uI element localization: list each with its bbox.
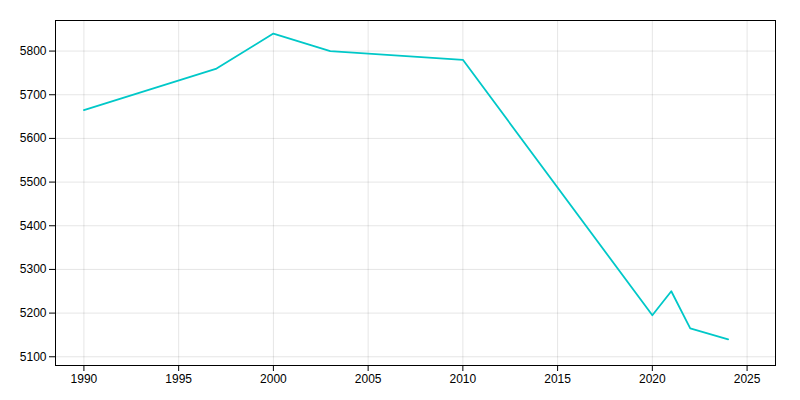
svg-text:5500: 5500 [20, 175, 47, 189]
svg-text:5600: 5600 [20, 131, 47, 145]
svg-text:2015: 2015 [544, 372, 571, 386]
svg-text:1995: 1995 [165, 372, 192, 386]
svg-text:2025: 2025 [734, 372, 761, 386]
svg-text:5800: 5800 [20, 44, 47, 58]
svg-text:5200: 5200 [20, 306, 47, 320]
svg-text:2010: 2010 [450, 372, 477, 386]
svg-text:2000: 2000 [260, 372, 287, 386]
svg-text:1990: 1990 [71, 372, 98, 386]
svg-text:2005: 2005 [355, 372, 382, 386]
svg-text:5100: 5100 [20, 350, 47, 364]
svg-text:5300: 5300 [20, 262, 47, 276]
svg-text:2020: 2020 [639, 372, 666, 386]
svg-text:5400: 5400 [20, 219, 47, 233]
svg-text:5700: 5700 [20, 88, 47, 102]
